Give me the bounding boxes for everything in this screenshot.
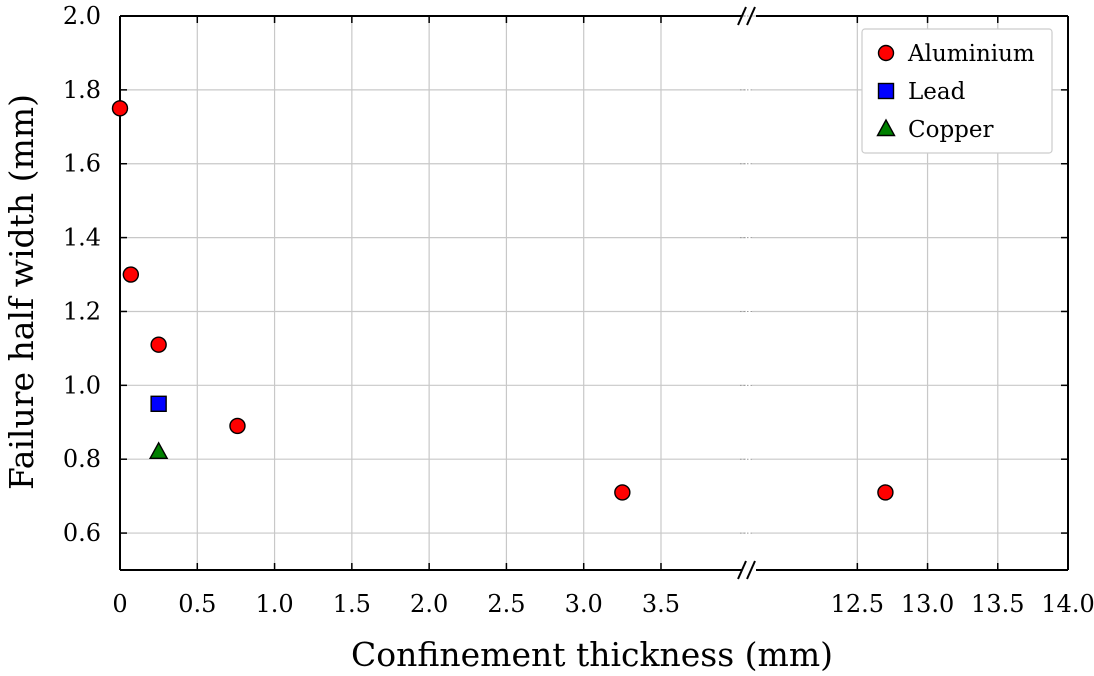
x-tick-label: 3.5 [642, 590, 680, 618]
lead-point [150, 395, 167, 412]
x-tick-label: 12.5 [831, 590, 884, 618]
x-tick-label: 1.0 [255, 590, 293, 618]
y-tick-label: 1.4 [63, 224, 101, 252]
legend-marker-lead [877, 82, 895, 100]
x-tick-label: 2.5 [487, 590, 525, 618]
x-tick-label: 13.5 [971, 590, 1024, 618]
y-tick-label: 1.0 [63, 371, 101, 399]
aluminium-point [877, 484, 894, 501]
y-tick-label: 1.2 [63, 297, 101, 325]
legend-label-copper: Copper [908, 117, 994, 143]
x-tick-label: 1.5 [333, 590, 371, 618]
aluminium-point [150, 336, 167, 353]
x-axis-title: Confinement thickness (mm) [351, 635, 833, 674]
y-axis-title: Failure half width (mm) [2, 94, 41, 490]
data-points [111, 100, 894, 501]
y-tick-label: 0.8 [63, 445, 101, 473]
aluminium-point [111, 100, 129, 117]
x-tick-label: 0.5 [178, 590, 216, 618]
legend: Aluminium Lead Copper [861, 28, 1053, 154]
axis-break-mark [746, 6, 756, 26]
x-tick-label: 13.0 [901, 590, 954, 618]
legend-label-lead: Lead [908, 79, 966, 105]
legend-marker-copper [876, 118, 896, 137]
legend-box [861, 28, 1053, 154]
y-tick-label: 2.0 [63, 2, 101, 30]
legend-label-aluminium: Aluminium [907, 41, 1035, 67]
aluminium-point [122, 266, 140, 283]
x-tick-label: 0 [112, 590, 127, 618]
aluminium-point [229, 417, 246, 435]
y-tick-label: 0.6 [63, 519, 101, 547]
axis-break-mark [737, 6, 747, 26]
axis-break-mark [746, 560, 756, 580]
y-tick-label: 1.6 [63, 150, 101, 178]
copper-point [148, 441, 169, 460]
x-tick-label: 14.0 [1041, 590, 1094, 618]
x-tick-label: 3.0 [565, 590, 603, 618]
x-tick-label: 2.0 [410, 590, 448, 618]
y-tick-label: 1.8 [63, 76, 101, 104]
aluminium-point [614, 484, 631, 501]
axis-break-mark [737, 560, 747, 580]
legend-marker-aluminium [877, 44, 895, 62]
axis-ticks: 0 0.5 1.0 1.5 2.0 2.5 3.0 3.5 12.5 13.0 13.5 14.0 0.… [63, 2, 1094, 618]
